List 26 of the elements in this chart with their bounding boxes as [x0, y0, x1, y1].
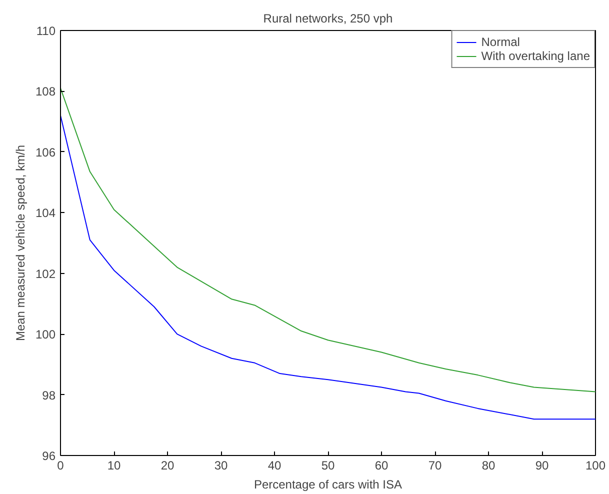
y-tick-label: 102	[35, 266, 56, 281]
y-tick-label: 108	[35, 84, 56, 99]
y-axis-title: Mean measured vehicle speed, km/h	[13, 144, 28, 342]
y-tick-label: 100	[35, 328, 56, 342]
x-tick-label: 40	[268, 458, 282, 472]
x-tick-label: 80	[482, 458, 496, 472]
legend-label: With overtaking lane	[481, 49, 590, 63]
x-tick-label: 60	[374, 458, 388, 472]
y-tick-label: 110	[36, 24, 56, 38]
x-tick-label: 90	[535, 458, 549, 472]
x-tick-label: 20	[160, 458, 174, 472]
line-series	[60, 88, 596, 392]
y-tick-label: 106	[35, 145, 56, 160]
x-axis-title: Percentage of cars with ISA	[254, 478, 402, 492]
x-tick-label: 100	[585, 458, 606, 472]
x-tick-label: 70	[428, 458, 442, 472]
chart-title: Rural networks, 250 vph	[263, 12, 393, 26]
x-tick-label: 50	[321, 458, 335, 472]
line-series	[60, 115, 596, 420]
x-tick-label: 30	[214, 458, 228, 472]
y-tick-label: 96	[42, 449, 56, 463]
x-tick-label: 10	[107, 458, 121, 472]
x-tick-label: 0	[57, 458, 64, 472]
y-tick-label: 104	[35, 206, 56, 220]
legend-label: Normal	[481, 35, 520, 49]
y-tick-label: 98	[42, 388, 56, 402]
